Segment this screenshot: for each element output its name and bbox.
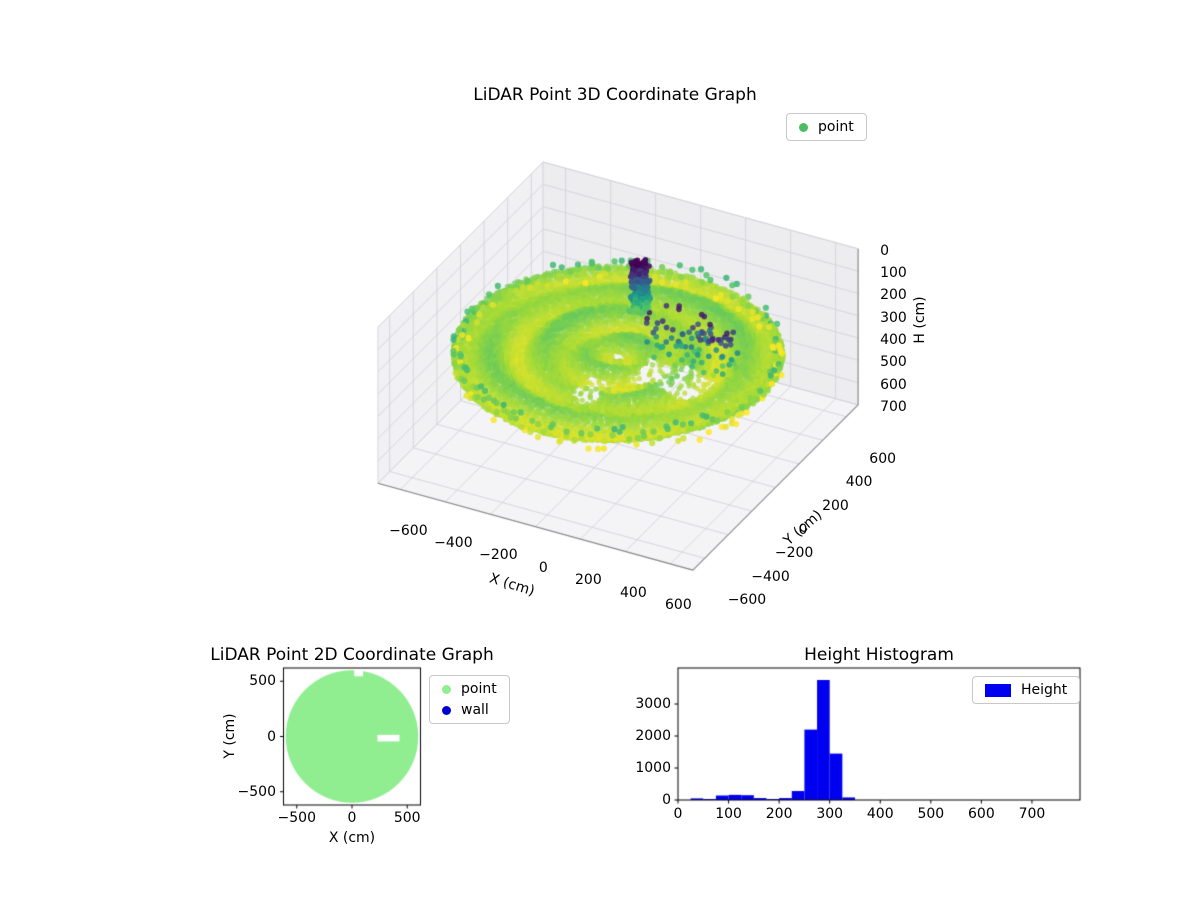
plot2d-ylabel: Y (cm) bbox=[222, 713, 238, 759]
legend-row-wall: wall bbox=[442, 702, 497, 718]
plot3d-ytick-label: −200 bbox=[774, 545, 814, 562]
plot3d-xtick-label: 200 bbox=[575, 572, 602, 589]
plot3d-ztick-label: 500 bbox=[880, 354, 907, 371]
plot3d-ytick-label: 200 bbox=[822, 497, 849, 514]
hist-xtick-label: 0 bbox=[673, 806, 683, 822]
plot3d-ztick-label: 400 bbox=[880, 332, 907, 348]
plot3d-xtick-label: −400 bbox=[434, 534, 473, 551]
hist-xtick-label: 600 bbox=[968, 806, 995, 822]
hist-ytick-label: 2000 bbox=[635, 728, 671, 744]
plot3d-zlabel: H (cm) bbox=[912, 296, 928, 344]
point-legend-marker-icon bbox=[799, 122, 808, 132]
point-legend-label: point bbox=[461, 681, 497, 697]
plot3d-ytick-label: −600 bbox=[727, 592, 767, 609]
hist-xtick-label: 300 bbox=[816, 806, 844, 822]
legend-row-height: Height bbox=[985, 682, 1067, 698]
plot3d-ytick-label: 400 bbox=[845, 474, 873, 491]
plot3d-ytick-label: 0 bbox=[798, 521, 808, 538]
plot3d-ztick-label: 0 bbox=[880, 242, 890, 259]
plot2d-title: LiDAR Point 2D Coordinate Graph bbox=[210, 645, 494, 665]
hist-xtick-label: 500 bbox=[917, 806, 945, 822]
wall-legend-marker-icon bbox=[442, 705, 451, 715]
wall-legend-label: wall bbox=[461, 702, 489, 718]
legend-row-point: point bbox=[442, 681, 497, 697]
plot2d-xtick-label: −500 bbox=[277, 810, 316, 826]
hist-ytick-label: 1000 bbox=[635, 760, 671, 776]
hist-legend: Height bbox=[972, 676, 1081, 704]
plot3d-xtick-label: −200 bbox=[479, 547, 518, 564]
hist-xtick-label: 400 bbox=[866, 806, 894, 822]
plot3d-title: LiDAR Point 3D Coordinate Graph bbox=[473, 85, 757, 105]
plot3d-ztick-label: 100 bbox=[880, 265, 907, 282]
height-legend-label: Height bbox=[1021, 682, 1068, 698]
plot2d-legend: point wall bbox=[429, 675, 510, 724]
plot3d-xtick-label: 600 bbox=[665, 596, 692, 613]
hist-xtick-label: 100 bbox=[715, 806, 742, 822]
plot2d-ytick-label: 500 bbox=[249, 673, 276, 690]
plot2d-ytick-label: 0 bbox=[267, 728, 276, 745]
point-legend-label: point bbox=[818, 119, 854, 135]
height-legend-marker-icon bbox=[985, 683, 1011, 697]
plot3d-legend: point bbox=[786, 113, 867, 141]
plot2d-xlabel: X (cm) bbox=[328, 830, 376, 846]
plot3d-ztick-label: 300 bbox=[880, 309, 907, 326]
hist-ytick-label: 0 bbox=[662, 792, 671, 808]
hist-xtick-label: 200 bbox=[765, 806, 793, 822]
plot2d-xtick-label: 0 bbox=[347, 810, 357, 826]
plot3d-ytick-label: 600 bbox=[869, 450, 897, 467]
plot3d-ztick-label: 600 bbox=[880, 376, 907, 393]
legend-row-point: point bbox=[799, 119, 854, 135]
plot2d-xtick-label: 500 bbox=[393, 810, 421, 826]
plot3d-xtick-label: 0 bbox=[538, 559, 548, 576]
plot3d-xtick-label: 400 bbox=[620, 584, 647, 601]
point-legend-marker-icon bbox=[442, 684, 451, 694]
plot3d-xtick-label: −600 bbox=[389, 522, 428, 539]
plot3d-ytick-label: −400 bbox=[751, 568, 790, 585]
hist-ytick-label: 3000 bbox=[635, 696, 671, 712]
plot3d-ztick-label: 200 bbox=[880, 287, 907, 304]
plot2d-ytick-label: −500 bbox=[237, 783, 276, 800]
plot3d-ztick-label: 700 bbox=[880, 398, 907, 415]
hist-xtick-label: 700 bbox=[1018, 806, 1046, 822]
hist-title: Height Histogram bbox=[804, 645, 954, 665]
